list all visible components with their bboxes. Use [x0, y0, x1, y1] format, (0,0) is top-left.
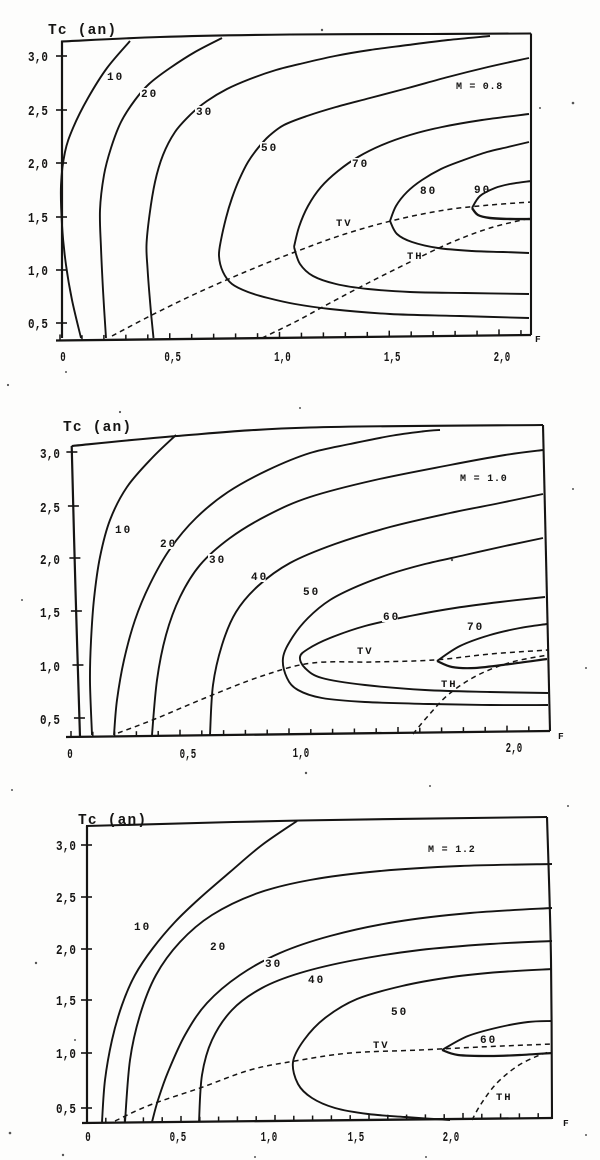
- svg-text:TV: TV: [357, 646, 374, 658]
- svg-text:1,0: 1,0: [28, 264, 48, 280]
- svg-text:10: 10: [134, 922, 151, 934]
- svg-text:2,0: 2,0: [506, 740, 523, 757]
- svg-text:60: 60: [383, 612, 400, 624]
- svg-text:10: 10: [107, 72, 124, 84]
- svg-text:40: 40: [308, 975, 325, 987]
- svg-text:2,5: 2,5: [28, 104, 48, 120]
- svg-text:40: 40: [251, 572, 268, 584]
- svg-text:2,0: 2,0: [443, 1129, 460, 1146]
- svg-text:1,5: 1,5: [28, 211, 48, 227]
- svg-text:1,0: 1,0: [293, 745, 310, 762]
- svg-text:1,5: 1,5: [40, 606, 60, 622]
- svg-text:0,5: 0,5: [164, 349, 181, 366]
- svg-text:60: 60: [480, 1035, 497, 1047]
- svg-text:2,0: 2,0: [494, 349, 511, 366]
- svg-text:50: 50: [303, 587, 320, 599]
- svg-text:90: 90: [474, 185, 491, 197]
- svg-text:20: 20: [210, 942, 227, 954]
- svg-text:10: 10: [115, 525, 132, 537]
- svg-text:1,0: 1,0: [56, 1047, 76, 1063]
- svg-text:TH: TH: [441, 679, 458, 691]
- svg-text:0,5: 0,5: [28, 317, 48, 333]
- svg-text:0: 0: [85, 1129, 91, 1146]
- svg-text:50: 50: [261, 143, 278, 155]
- svg-text:Tc (an): Tc (an): [63, 420, 132, 436]
- svg-text:TH: TH: [407, 251, 424, 263]
- svg-text:0,5: 0,5: [170, 1129, 187, 1146]
- svg-text:50: 50: [391, 1007, 408, 1019]
- svg-text:0,5: 0,5: [180, 746, 197, 763]
- svg-text:F: F: [558, 731, 564, 742]
- svg-text:1,5: 1,5: [348, 1129, 365, 1146]
- svg-text:30: 30: [196, 107, 213, 119]
- svg-text:70: 70: [352, 159, 369, 171]
- svg-text:1,5: 1,5: [56, 994, 76, 1010]
- svg-text:TH: TH: [496, 1092, 513, 1104]
- svg-text:TV: TV: [336, 218, 353, 230]
- svg-text:F: F: [563, 1118, 569, 1129]
- svg-text:M = 1.0: M = 1.0: [460, 474, 508, 485]
- svg-text:M = 1.2: M = 1.2: [428, 845, 476, 856]
- svg-text:3,0: 3,0: [40, 447, 60, 463]
- svg-text:3,0: 3,0: [28, 50, 48, 66]
- svg-text:30: 30: [265, 959, 282, 971]
- svg-text:1,0: 1,0: [40, 660, 60, 676]
- svg-text:M = 0.8: M = 0.8: [456, 82, 503, 93]
- svg-text:Tc (an): Tc (an): [78, 813, 147, 829]
- svg-text:0: 0: [60, 349, 66, 366]
- svg-text:TV: TV: [373, 1040, 390, 1052]
- svg-text:20: 20: [141, 89, 158, 101]
- svg-text:1,5: 1,5: [384, 349, 401, 366]
- svg-text:0,5: 0,5: [40, 713, 60, 729]
- svg-text:2,0: 2,0: [56, 943, 76, 959]
- svg-text:2,0: 2,0: [40, 553, 60, 569]
- svg-text:2,0: 2,0: [28, 157, 48, 173]
- svg-text:2,5: 2,5: [56, 891, 76, 907]
- svg-text:30: 30: [209, 555, 226, 567]
- svg-text:0,5: 0,5: [56, 1102, 76, 1118]
- svg-text:20: 20: [160, 539, 177, 551]
- svg-text:Tc (an): Tc (an): [48, 23, 117, 39]
- svg-text:1,0: 1,0: [261, 1129, 278, 1146]
- svg-text:0: 0: [67, 746, 73, 763]
- svg-text:F: F: [535, 334, 541, 345]
- svg-text:80: 80: [420, 186, 437, 198]
- svg-text:70: 70: [467, 622, 484, 634]
- svg-text:2,5: 2,5: [40, 501, 60, 517]
- svg-text:1,0: 1,0: [274, 349, 291, 366]
- svg-text:3,0: 3,0: [56, 839, 76, 855]
